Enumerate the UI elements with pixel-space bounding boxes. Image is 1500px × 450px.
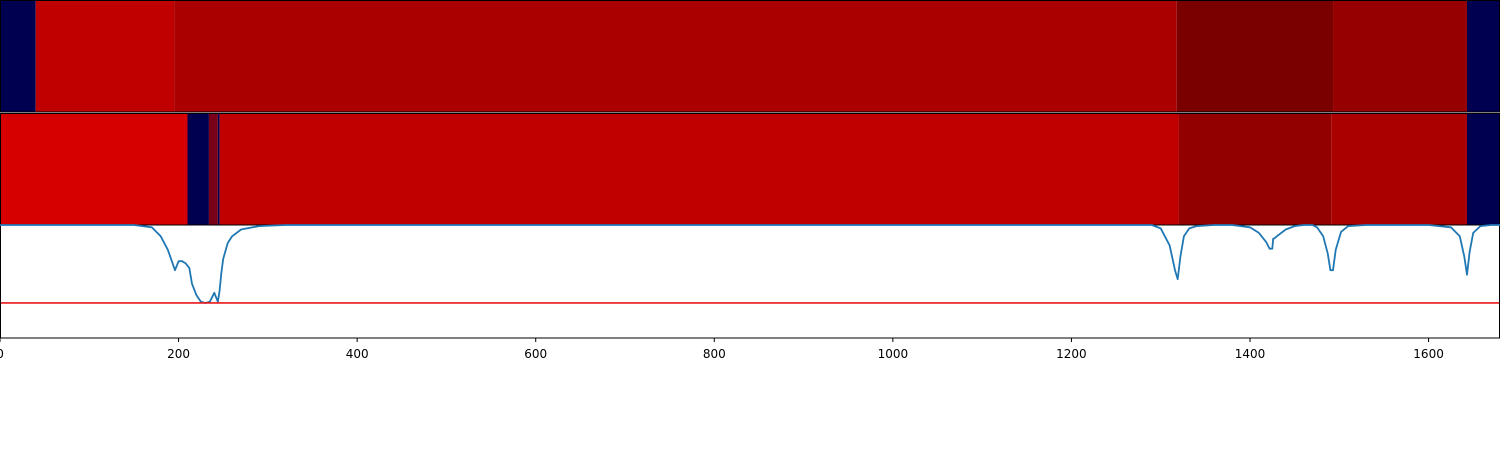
heatmap-cell-1-3 (217, 114, 220, 225)
heatmap-cell-1-0 (0, 114, 188, 225)
heatmap-cell-1-5 (1178, 114, 1332, 225)
heatmap-cell-1-4 (219, 114, 1179, 225)
x-tick-label-800: 800 (703, 347, 726, 361)
x-tick-label-600: 600 (524, 347, 547, 361)
x-tick-label-400: 400 (346, 347, 369, 361)
x-tick-label-1200: 1200 (1056, 347, 1087, 361)
x-tick-label-0: 0 (0, 347, 4, 361)
x-tick-label-1400: 1400 (1235, 347, 1266, 361)
x-tick-label-1000: 1000 (878, 347, 909, 361)
x-axis: 0 200 400 600 800 1000 1200 1400 1600 (0, 338, 1444, 361)
heatmap-cell-0-1 (35, 1, 175, 112)
heatmap-cell-1-7 (1466, 114, 1500, 225)
heatmap-cell-1-6 (1331, 114, 1467, 225)
line-panel-frame (0, 224, 1500, 339)
heatmap-cell-0-2 (174, 1, 1177, 112)
heatmap-cell-0-0 (0, 1, 36, 112)
heatmap-cell-0-5 (1466, 1, 1500, 112)
heatmap-cell-1-2 (208, 114, 218, 225)
series-line-0 (0, 224, 1500, 304)
heatmap-cell-0-3 (1176, 1, 1334, 112)
heatmap-bands (0, 0, 1500, 226)
heatmap-cell-1-1 (187, 114, 209, 225)
line-panel (0, 224, 1500, 339)
x-tick-label-1600: 1600 (1413, 347, 1444, 361)
x-tick-label-200: 200 (167, 347, 190, 361)
heatmap-cell-0-4 (1333, 1, 1467, 112)
